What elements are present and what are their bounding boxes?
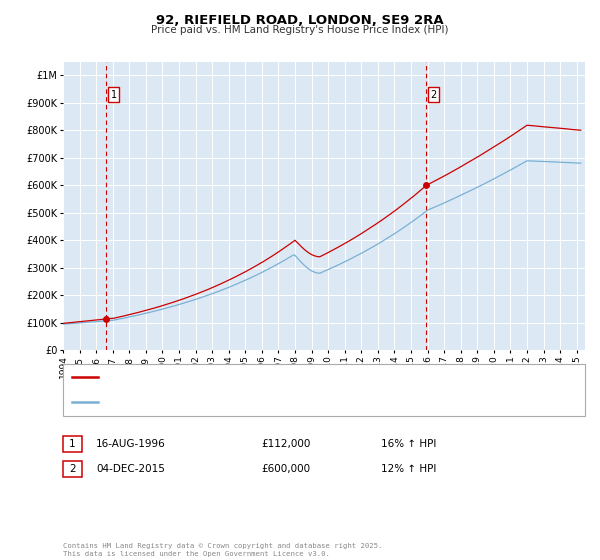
- Text: 2: 2: [430, 90, 437, 100]
- Text: 1: 1: [110, 90, 117, 100]
- Text: 16% ↑ HPI: 16% ↑ HPI: [381, 439, 436, 449]
- Text: 92, RIEFIELD ROAD, LONDON, SE9 2RA (semi-detached house): 92, RIEFIELD ROAD, LONDON, SE9 2RA (semi…: [102, 373, 398, 382]
- Text: 1: 1: [69, 439, 76, 449]
- Text: HPI: Average price, semi-detached house, Greenwich: HPI: Average price, semi-detached house,…: [102, 397, 355, 406]
- Text: £112,000: £112,000: [261, 439, 310, 449]
- Text: 12% ↑ HPI: 12% ↑ HPI: [381, 464, 436, 474]
- Text: 2: 2: [69, 464, 76, 474]
- Text: £600,000: £600,000: [261, 464, 310, 474]
- Text: Contains HM Land Registry data © Crown copyright and database right 2025.
This d: Contains HM Land Registry data © Crown c…: [63, 543, 382, 557]
- Text: 04-DEC-2015: 04-DEC-2015: [96, 464, 165, 474]
- Text: Price paid vs. HM Land Registry's House Price Index (HPI): Price paid vs. HM Land Registry's House …: [151, 25, 449, 35]
- Text: 92, RIEFIELD ROAD, LONDON, SE9 2RA: 92, RIEFIELD ROAD, LONDON, SE9 2RA: [156, 14, 444, 27]
- Text: 16-AUG-1996: 16-AUG-1996: [96, 439, 166, 449]
